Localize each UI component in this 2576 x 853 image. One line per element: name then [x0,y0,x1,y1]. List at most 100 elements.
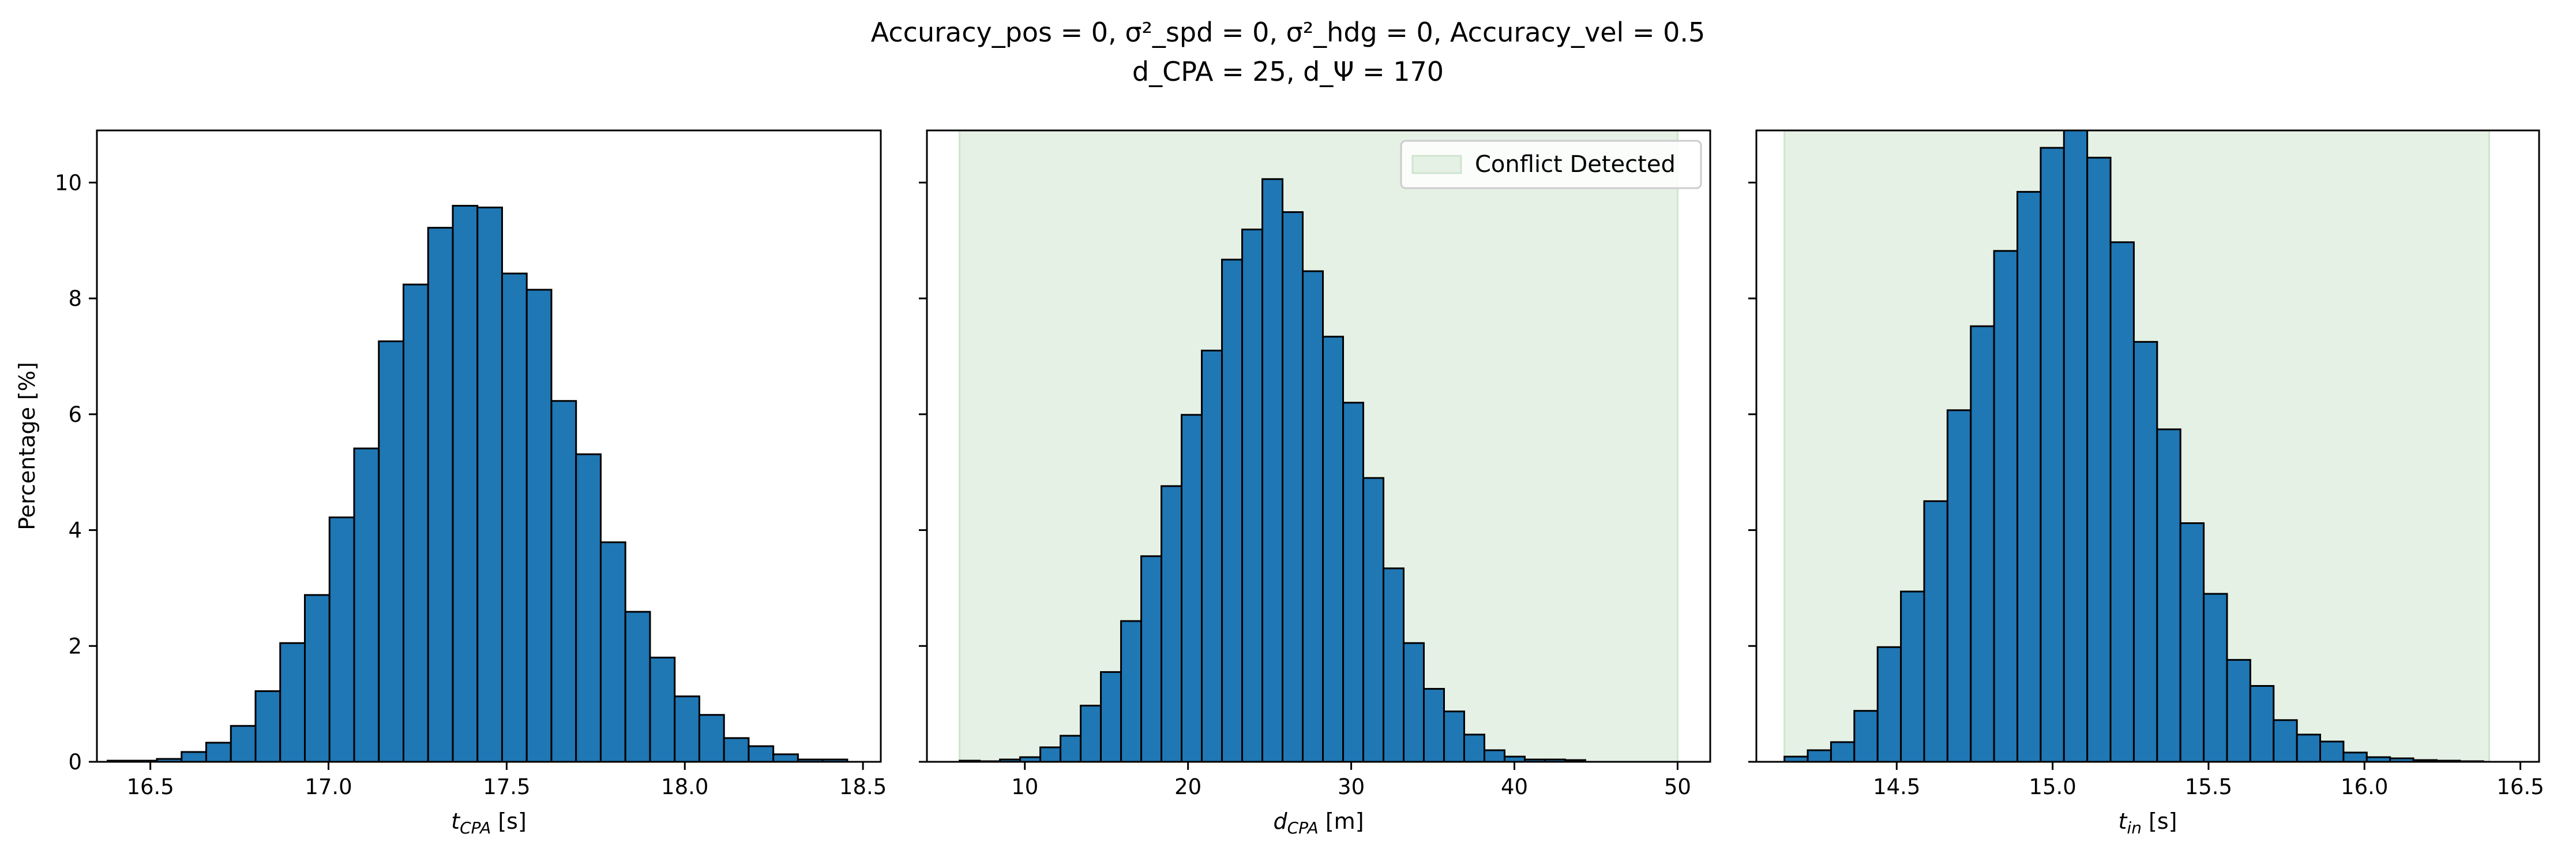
histogram-bar [1484,749,1505,763]
x-tick-label: 16.5 [2496,775,2544,799]
histogram-bar [1039,746,1062,763]
histogram-bar [2273,719,2298,763]
axes-frame [1755,129,2540,763]
histogram-bar [1900,590,1925,763]
histogram-bar [1282,211,1304,763]
histogram-bar [2086,156,2112,763]
histogram-bar [205,742,232,763]
histogram-bar [748,745,775,763]
histogram-bar [353,447,380,763]
x-tick-label: 10 [1011,775,1038,799]
histogram-bar [2342,751,2368,763]
x-axis-label: tCPA [s] [451,809,527,837]
y-tick-label: 4 [68,518,82,543]
x-tick-label: 30 [1338,775,1365,799]
histogram-bar [1443,710,1466,763]
histogram-bar [1342,402,1365,763]
histogram-bar [599,541,626,763]
panel-d-cpa: 10 20 30 40 50 dCPA [m] Conflict Detected [919,129,1711,837]
histogram-bar [2249,685,2275,763]
histogram-bar [575,453,602,763]
histogram-bar [402,283,429,763]
histogram-bar [1080,705,1102,763]
histogram-bar [1993,250,2019,763]
y-axis-label: Percentage [%] [14,362,40,530]
axes-frame [96,129,882,763]
y-tick-label: 8 [68,286,82,311]
histogram-bar [1923,500,1948,763]
x-tick-label: 16.5 [126,775,174,799]
figure-title-line-2: d_CPA = 25, d_Ψ = 170 [1132,56,1444,87]
histogram-bar [230,725,257,763]
x-tick-label: 16.0 [2341,775,2388,799]
legend: Conflict Detected [1400,140,1702,189]
legend-label: Conflict Detected [1475,151,1676,178]
x-tick-label: 15.5 [2185,775,2232,799]
histogram-bar [1423,688,1445,763]
histogram-bar [328,516,355,763]
histogram-bar [525,289,553,763]
histogram-bar [1221,259,1244,763]
histogram-bar [2156,428,2181,763]
histogram-bar [181,751,208,763]
histogram-bar [1181,414,1203,763]
x-tick-label: 20 [1174,775,1201,799]
histogram-bar [550,400,577,763]
histogram-bar [1140,555,1163,763]
histogram-bar [2203,593,2228,763]
histogram-bar [1830,741,1856,763]
histogram-bar [1060,735,1082,763]
histogram-bar [427,227,454,763]
histogram-bar [723,737,750,763]
panel-t-in: 14.5 15.0 15.5 16.0 16.5 tin [s] [1748,129,2544,837]
histogram-bar [279,642,306,763]
histogram-bar [2179,522,2205,763]
axes-frame [926,129,1711,763]
histogram-bar [772,753,799,763]
histogram-bar [2063,129,2089,763]
histogram-bar [1201,349,1223,763]
x-axis-label: dCPA [m] [1273,809,1364,837]
histogram-bar [1241,229,1264,763]
x-tick-label: 40 [1501,775,1528,799]
y-tick-label: 10 [55,170,82,195]
histogram-bar [674,695,700,763]
histogram-bar [1970,325,1995,763]
histogram-bar [1946,409,1972,763]
histogram-bar [1120,620,1143,763]
x-tick-label: 15.0 [2029,775,2076,799]
x-axis-label: tin [s] [2119,809,2177,837]
histogram-bar [2319,740,2345,763]
histogram-bar [698,714,725,763]
histogram-bar [649,656,676,763]
y-tick-label: 6 [68,402,82,427]
legend-swatch [1411,155,1462,174]
histogram-bar [1403,642,1425,763]
histogram-bar [1853,710,1879,763]
histogram-bar [1807,749,1832,763]
x-tick-label: 50 [1664,775,1691,799]
histogram-bar [1261,178,1284,763]
histogram-bar [2017,190,2042,763]
histogram-bar [452,204,479,763]
histogram-bar [1302,270,1324,763]
histogram-bar [1362,477,1385,763]
histogram-bar [2296,734,2322,763]
histogram-bar [624,611,651,763]
histogram-bar [2132,341,2158,763]
histogram-bar [1100,671,1122,763]
x-tick-label: 14.5 [1873,775,1920,799]
histogram-bar [2226,659,2251,763]
x-tick-label: 17.5 [483,775,530,799]
histogram-bar [2040,147,2065,763]
histogram-bar [1322,335,1345,763]
histogram-bar [1383,567,1405,763]
legend-box [1400,140,1702,189]
histogram-bar [254,690,281,763]
x-tick-label: 18.0 [661,775,708,799]
histogram-bar [501,272,528,763]
histogram-bar [378,340,404,763]
histogram-bar [476,206,503,763]
histogram-bar [2109,241,2135,763]
histogram-bar [1463,734,1485,763]
